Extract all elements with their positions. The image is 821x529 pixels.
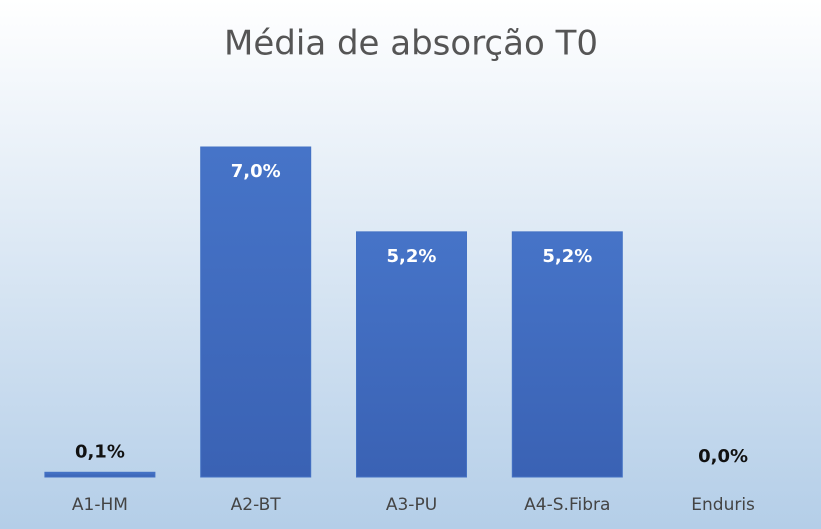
- x-tick-label: Enduris: [691, 495, 755, 515]
- bar: [200, 146, 312, 478]
- x-tick-label: A4-S.Fibra: [524, 495, 610, 515]
- x-tick-label: A3-PU: [386, 495, 437, 515]
- data-label: 7,0%: [231, 161, 281, 182]
- bar: [356, 231, 467, 478]
- data-label: 0,0%: [698, 446, 748, 467]
- chart-title: Média de absorção T0: [224, 24, 598, 64]
- bar: [44, 471, 156, 478]
- data-label: 0,1%: [75, 441, 125, 462]
- data-label: 5,2%: [542, 246, 592, 267]
- x-tick-label: A2-BT: [231, 495, 282, 515]
- data-label: 5,2%: [387, 246, 437, 267]
- bar: [511, 231, 623, 478]
- x-tick-label: A1-HM: [72, 495, 128, 515]
